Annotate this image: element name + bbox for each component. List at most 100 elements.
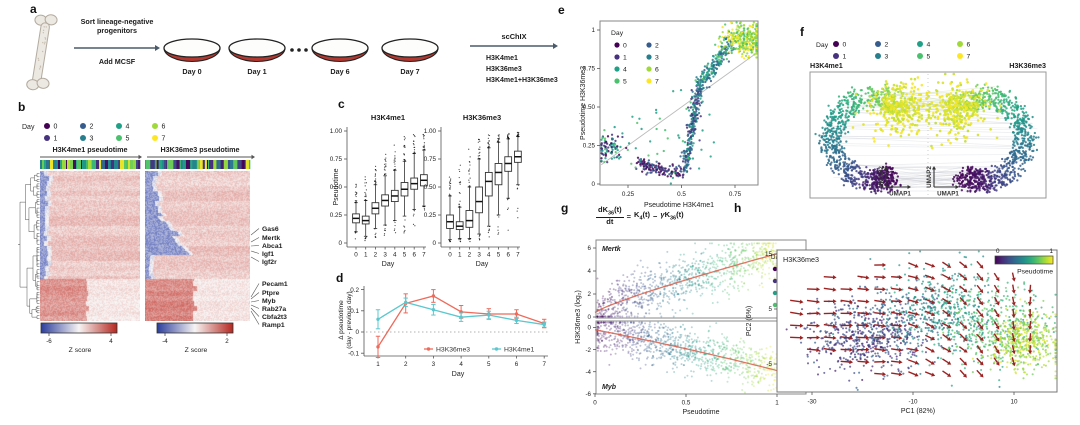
- svg-text:7: 7: [516, 252, 520, 259]
- svg-text:(day - previous day): (day - previous day): [346, 291, 353, 348]
- svg-text:0: 0: [448, 252, 452, 259]
- svg-text:H3K4me1: H3K4me1: [371, 113, 405, 122]
- svg-text:1: 1: [458, 252, 462, 259]
- svg-text:4: 4: [588, 268, 592, 275]
- scatter-points-e: [600, 21, 758, 185]
- svg-text:UMAP1: UMAP1: [889, 191, 911, 198]
- panel-e-scatter: 0 0.25 0.50 0.75 1 0.25 0.5 0.75 Pseudotime H3K4…: [580, 20, 759, 209]
- dendrogram: [18, 173, 40, 319]
- svg-text:6: 6: [655, 66, 659, 73]
- petri-dish: [381, 38, 439, 63]
- panel-label-e: e: [558, 3, 565, 17]
- svg-text:3: 3: [90, 135, 94, 142]
- svg-text:Day 1: Day 1: [247, 67, 266, 76]
- svg-text:H3K4me1+H3K36me3: H3K4me1+H3K36me3: [486, 77, 558, 84]
- svg-text:Igf1: Igf1: [262, 251, 274, 258]
- svg-text:Day: Day: [611, 30, 624, 37]
- petri-dish: [163, 38, 221, 63]
- svg-text:0: 0: [591, 181, 595, 188]
- svg-text:Add MCSF: Add MCSF: [99, 57, 136, 66]
- svg-text:-0.1: -0.1: [348, 350, 359, 357]
- svg-text:Day: Day: [382, 261, 395, 268]
- svg-text:Day: Day: [22, 124, 35, 131]
- umap-axes: UMAP2 UMAP1: [878, 166, 911, 198]
- svg-text:0: 0: [432, 240, 436, 247]
- svg-text:7: 7: [967, 53, 971, 60]
- ode-equation: dK36(t) dt = K4(t) − γK36(t): [596, 205, 684, 226]
- svg-text:2: 2: [404, 361, 408, 368]
- svg-text:Pecam1: Pecam1: [262, 281, 288, 288]
- svg-text:3: 3: [885, 53, 889, 60]
- zscore-colorbar: -4 2 Z score: [156, 322, 234, 354]
- panel-d-line-chart: -0.1 0 0.1 0.2 1 2 3 4 5 6 7 Day Δ pseudotime (day - …: [338, 286, 548, 378]
- legend-e: Day 0 1 4 5 2 3 6 7: [611, 30, 659, 85]
- svg-text:4: 4: [393, 252, 397, 259]
- svg-text:7: 7: [422, 252, 426, 259]
- svg-text:6: 6: [967, 41, 971, 48]
- svg-text:progenitors: progenitors: [97, 26, 137, 35]
- svg-text:0: 0: [354, 252, 358, 259]
- svg-text:0.75: 0.75: [583, 66, 596, 73]
- svg-text:Z score: Z score: [185, 347, 208, 354]
- svg-text:Day: Day: [816, 42, 829, 49]
- svg-text:5: 5: [403, 252, 407, 259]
- svg-text:UMAP2: UMAP2: [878, 166, 885, 188]
- svg-text:2: 2: [374, 252, 378, 259]
- svg-text:H3K36me3: H3K36me3: [1009, 61, 1046, 70]
- panel-label-g: g: [561, 201, 569, 215]
- svg-text:4: 4: [927, 41, 931, 48]
- svg-text:7: 7: [162, 135, 166, 142]
- svg-text:4: 4: [109, 338, 113, 345]
- panel-label-b: b: [18, 100, 26, 114]
- svg-text:3: 3: [477, 252, 481, 259]
- panel-label-h: h: [734, 201, 742, 215]
- svg-text:1: 1: [364, 252, 368, 259]
- svg-text:2: 2: [588, 291, 592, 298]
- svg-text:4: 4: [459, 361, 463, 368]
- heatmap-h3k36me3: [145, 171, 250, 321]
- svg-text:Myb: Myb: [262, 298, 276, 305]
- svg-text:1: 1: [591, 27, 595, 34]
- svg-text:UMAP2: UMAP2: [926, 166, 933, 188]
- svg-text:0.50: 0.50: [424, 184, 437, 191]
- svg-text:Ramp1: Ramp1: [262, 322, 285, 329]
- svg-text:6: 6: [506, 252, 510, 259]
- svg-text:Day: Day: [452, 371, 465, 378]
- svg-text:0: 0: [355, 329, 359, 336]
- svg-text:Δ pseudotime: Δ pseudotime: [338, 300, 345, 340]
- svg-text:2: 2: [885, 41, 889, 48]
- svg-text:5: 5: [487, 361, 491, 368]
- heatmap-h3k4me1: [40, 171, 140, 321]
- svg-text:Day 0: Day 0: [182, 67, 201, 76]
- svg-text:Cbfa2t3: Cbfa2t3: [262, 314, 287, 321]
- svg-text:0.50: 0.50: [330, 184, 343, 191]
- panel-label-f: f: [800, 25, 804, 39]
- svg-text:7: 7: [655, 78, 659, 85]
- svg-text:Pseudotime H3K36me3: Pseudotime H3K36me3: [580, 66, 587, 140]
- svg-text:Z score: Z score: [69, 347, 92, 354]
- svg-text:1: 1: [376, 361, 380, 368]
- svg-text:0.75: 0.75: [424, 156, 437, 163]
- svg-text:Mertk: Mertk: [262, 235, 280, 242]
- svg-text:0: 0: [54, 123, 58, 130]
- svg-text:1.00: 1.00: [330, 128, 343, 135]
- svg-text:0.25: 0.25: [424, 212, 437, 219]
- svg-text:Rab27a: Rab27a: [262, 306, 286, 313]
- panel-label-c: c: [338, 97, 345, 111]
- svg-text:H3K36me3 pseudotime: H3K36me3 pseudotime: [160, 145, 239, 154]
- svg-text:Day: Day: [476, 261, 489, 268]
- svg-text:Day 6: Day 6: [330, 67, 349, 76]
- svg-text:Day 7: Day 7: [400, 67, 419, 76]
- svg-text:2: 2: [225, 338, 229, 345]
- svg-text:H3K4me1: H3K4me1: [504, 347, 534, 354]
- umap-axes: UMAP2 UMAP1: [926, 166, 959, 198]
- svg-text:5: 5: [927, 53, 931, 60]
